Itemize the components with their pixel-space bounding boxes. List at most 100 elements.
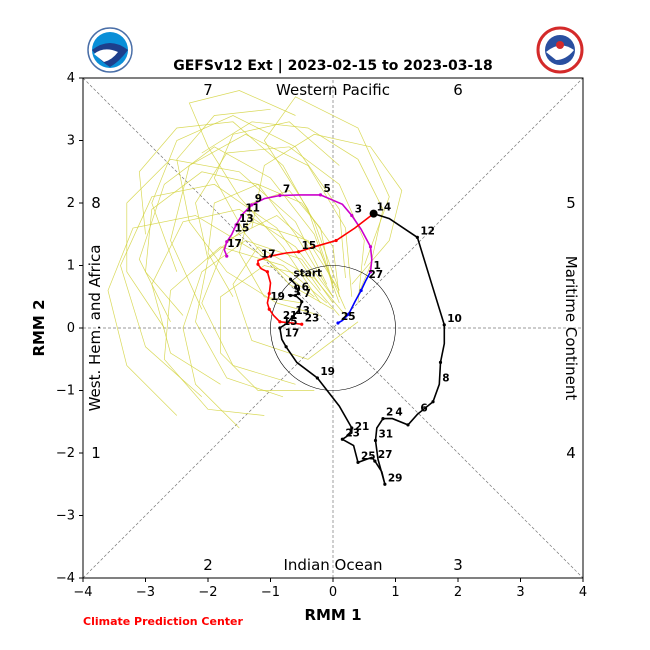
trajectory-point: [350, 213, 354, 218]
day-label: 13: [239, 213, 254, 225]
trajectory-line: [279, 212, 446, 485]
day-label: 4: [395, 407, 402, 419]
x-tick-label: 1: [391, 585, 399, 600]
day-label: 31: [379, 429, 394, 441]
x-tick-label: 0: [329, 585, 337, 600]
trajectory-point: [297, 292, 301, 296]
trajectory-point: [373, 438, 378, 443]
y-tick-labels: −4 −3 −2 −1 0 1 2 3 4: [56, 71, 75, 586]
diagonal-line: [83, 78, 583, 578]
trajectory-point: [290, 315, 294, 319]
x-tick-labels: −4 −3 −2 −1 0 1 2 3 4: [73, 585, 587, 600]
trajectory-point: [234, 223, 238, 227]
day-label: 25: [361, 450, 376, 462]
day-label: 21: [355, 421, 370, 433]
trajectory-point: [288, 293, 293, 298]
trajectory-point: [336, 321, 340, 325]
day-label: 27: [369, 269, 384, 281]
trajectory-point: [315, 376, 319, 380]
phase-3-label: 3: [453, 556, 463, 574]
trajectory-point: [278, 320, 282, 324]
y-tick-label: −2: [56, 446, 75, 461]
trajectory-point: [225, 240, 229, 244]
day-label: 29: [388, 472, 403, 484]
phase-6-label: 6: [453, 81, 463, 99]
day-label: 12: [420, 225, 435, 237]
day-label: 9: [255, 193, 262, 205]
day-label: 14: [377, 202, 392, 214]
ensemble-member-line: [188, 90, 321, 304]
trajectory-point: [442, 323, 446, 327]
ensemble-member-line: [138, 121, 340, 291]
y-tick-label: −3: [56, 509, 75, 524]
day-label: 19: [270, 291, 285, 303]
trajectory-line: [337, 271, 372, 324]
ensemble-member-line: [151, 115, 346, 279]
x-tick-label: 3: [516, 585, 524, 600]
credit-label: Climate Prediction Center: [83, 615, 243, 628]
ensemble-member-line: [151, 208, 334, 385]
y-tick-label: 1: [67, 259, 75, 274]
trajectory-point: [356, 460, 360, 464]
trajectory-point: [250, 203, 254, 207]
ensemble-member-line: [163, 246, 328, 416]
ensemble-member-line: [220, 265, 346, 391]
day-label: 7: [283, 184, 290, 196]
phase-1-label: 1: [91, 444, 101, 462]
ensemble-member-line: [238, 190, 334, 304]
chart-title: GEFSv12 Ext | 2023-02-15 to 2023-03-18: [173, 58, 493, 74]
trajectory-point: [347, 312, 351, 316]
day-label: 10: [447, 313, 462, 325]
trajectory-point: [318, 193, 323, 197]
trajectory-point: [288, 277, 293, 281]
trajectory-point: [431, 400, 435, 404]
trajectory-end-marker: [369, 209, 378, 218]
x-tick-label: 2: [454, 585, 462, 600]
trajectory-point: [383, 482, 387, 486]
day-label: 13: [295, 305, 310, 317]
trajectory-point: [350, 426, 354, 430]
ensemble-member-line: [182, 240, 334, 429]
day-label: 7: [304, 288, 311, 300]
trajectory-point: [406, 423, 410, 427]
ensemble-member-line: [126, 158, 328, 329]
phase-2-label: 2: [203, 556, 213, 574]
x-tick-label: −1: [261, 585, 280, 600]
diagonal-line: [83, 78, 583, 578]
day-label: 2: [386, 407, 393, 419]
trajectory-point: [300, 322, 304, 326]
day-label: start: [294, 267, 323, 279]
trajectory-point: [297, 250, 301, 254]
x-tick-label: 4: [579, 585, 587, 600]
x-tick-label: −3: [136, 585, 155, 600]
trajectory-point: [256, 262, 260, 266]
trajectory-point: [278, 326, 282, 330]
ensemble-member-line: [138, 146, 340, 322]
ensemble-member-line: [120, 183, 321, 398]
trajectory-point: [267, 307, 271, 311]
region-right-label: Maritime Continent: [562, 256, 580, 401]
region-top-label: Western Pacific: [276, 81, 390, 99]
trajectory-point: [340, 437, 344, 441]
day-label: 15: [283, 316, 298, 328]
ensemble-member-line: [251, 133, 403, 285]
day-label: 3: [355, 204, 362, 216]
trajectory-point: [225, 254, 229, 258]
y-tick-label: 2: [67, 196, 75, 211]
phase-8-label: 8: [91, 194, 101, 212]
day-label: 6: [302, 282, 309, 294]
region-bottom-label: Indian Ocean: [283, 556, 382, 574]
trajectory-point: [278, 193, 282, 198]
day-label: 17: [227, 238, 242, 250]
trajectory-point: [438, 360, 443, 364]
day-label: 8: [442, 372, 449, 384]
y-axis-label: RMM 2: [30, 299, 48, 356]
ensemble-member-line: [195, 146, 365, 304]
ensemble-member-line: [263, 96, 390, 285]
trajectory-point: [265, 270, 269, 274]
ensemble-member-line: [232, 246, 359, 360]
trajectory-point: [359, 288, 363, 293]
